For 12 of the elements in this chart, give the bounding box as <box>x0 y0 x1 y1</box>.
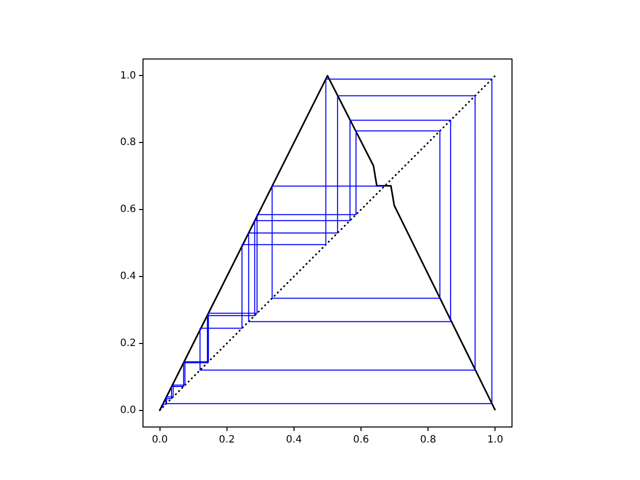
x-tick-label: 0.6 <box>353 434 369 446</box>
y-tick-label: 0.2 <box>120 338 136 349</box>
x-tick-label: 0.2 <box>218 434 235 446</box>
x-tick-label: 0.4 <box>286 434 302 446</box>
y-tick-label: 0.0 <box>120 404 136 416</box>
y-tick-label: 0.4 <box>120 271 136 282</box>
y-tick-label: 0.6 <box>120 204 136 216</box>
y-tick-label: 0.8 <box>120 137 136 148</box>
x-tick-label: 0.8 <box>420 434 436 446</box>
y-tick-label: 1.0 <box>120 70 136 82</box>
x-tick-label: 0.0 <box>152 434 168 446</box>
x-tick-label: 1.0 <box>487 434 504 446</box>
